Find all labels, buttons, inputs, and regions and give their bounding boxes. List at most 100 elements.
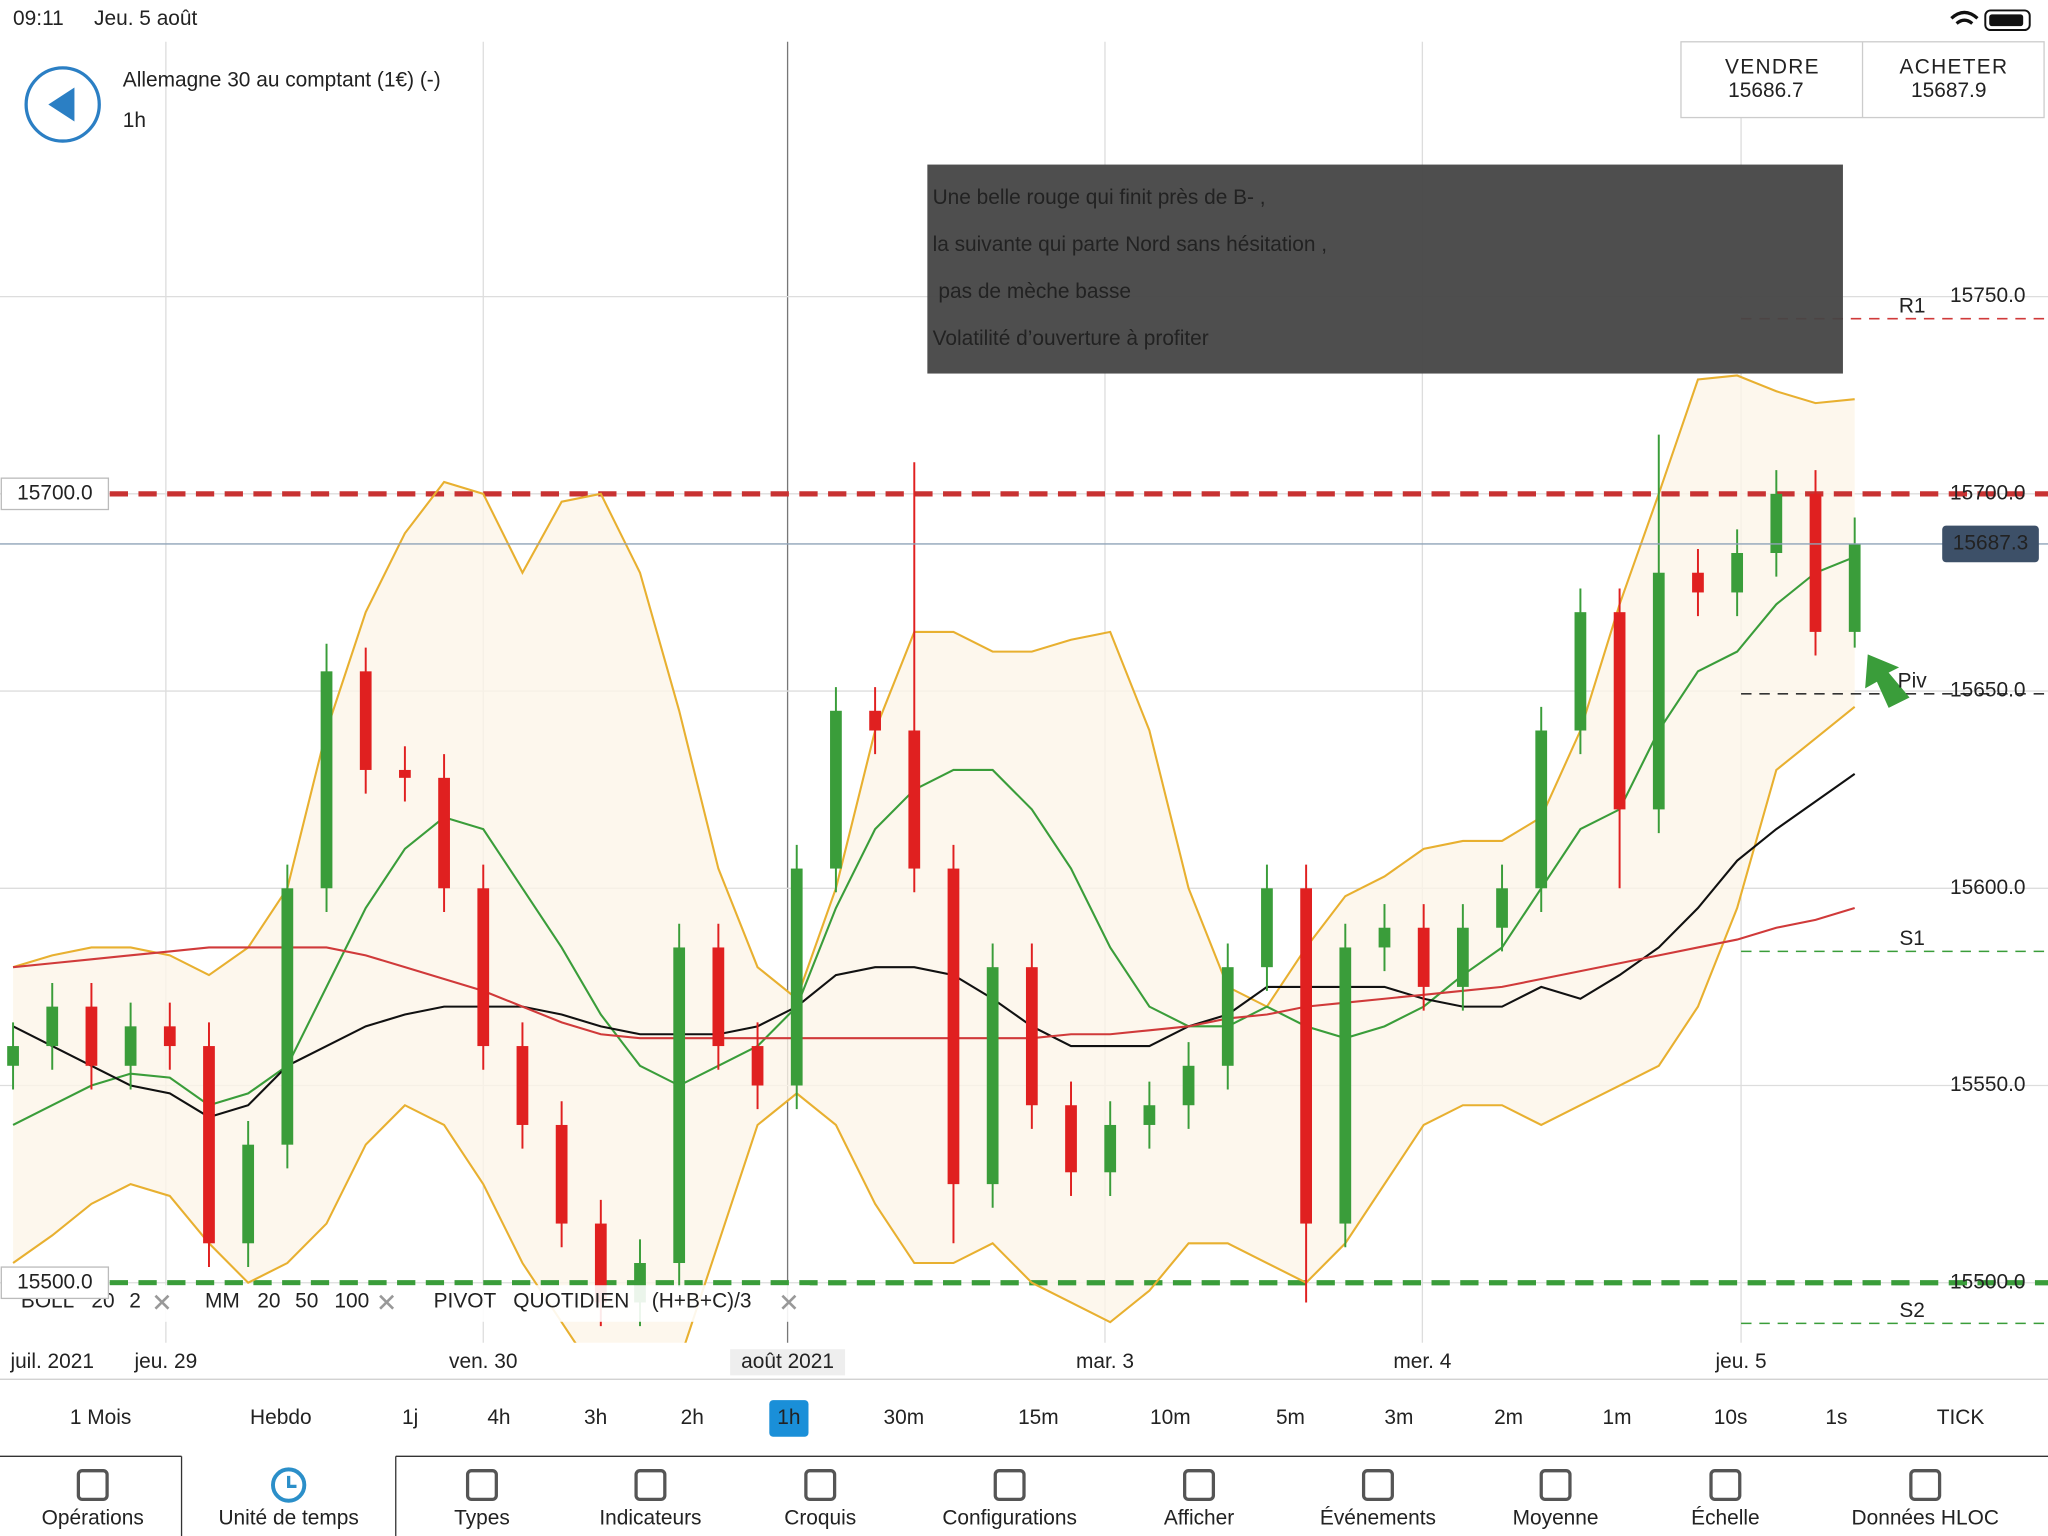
tab-label[interactable]: Afficher	[1164, 1507, 1234, 1530]
tab-icon	[993, 1469, 1026, 1502]
tab-icon	[287, 1475, 297, 1488]
last-price-tag	[1942, 525, 2039, 563]
x-tick-label: août 2021	[741, 1350, 834, 1373]
timeframe-option[interactable]: Hebdo	[250, 1406, 312, 1429]
tab-label[interactable]: Indicateurs	[599, 1507, 701, 1530]
remove-icon[interactable]	[154, 1294, 170, 1310]
tab-label[interactable]: Croquis	[784, 1507, 856, 1530]
candle-body	[830, 710, 842, 869]
candle-body	[85, 1006, 98, 1066]
tab-label[interactable]: Échelle	[1691, 1507, 1759, 1530]
candle-body	[1025, 967, 1038, 1106]
buy-label[interactable]: ACHETER	[1900, 55, 2009, 78]
y-tick-label: 15750.0	[1950, 284, 2025, 307]
x-tick-label: jeu. 5	[1715, 1350, 1767, 1373]
indicator-line	[12, 374, 1855, 1008]
legend-mm-period: 50	[295, 1290, 318, 1313]
candle-body	[1182, 1065, 1195, 1106]
x-tick-label: ven. 30	[449, 1350, 517, 1373]
x-tick-label: jeu. 29	[134, 1350, 198, 1373]
annotation-line: pas de mèche basse	[933, 280, 1131, 303]
pivot-label: Piv	[1898, 670, 1928, 693]
legend-mm-period: 20	[257, 1290, 280, 1313]
annotation-line: la suivante qui parte Nord sans hésitati…	[933, 233, 1328, 256]
timeframe-option[interactable]: 1s	[1825, 1406, 1847, 1429]
legend-pivot: PIVOT	[434, 1290, 497, 1313]
x-tick-label: mar. 3	[1076, 1350, 1134, 1373]
legend-pivot-type: QUOTIDIEN	[513, 1290, 629, 1313]
indicator-line	[12, 555, 1856, 1126]
candle-body	[1300, 888, 1312, 1224]
candle-body	[673, 947, 686, 1264]
tab-label[interactable]: Unité de temps	[218, 1507, 358, 1530]
candle-body	[1613, 612, 1626, 810]
timeframe-option[interactable]: TICK	[1937, 1406, 1985, 1429]
pivot-label: R1	[1899, 294, 1926, 317]
pivot-label: S2	[1899, 1299, 1925, 1322]
price-line-label: 15700.0	[17, 481, 92, 504]
candle-body	[477, 888, 490, 1047]
x-tick-label: juil. 2021	[9, 1350, 94, 1373]
remove-icon[interactable]	[379, 1294, 395, 1310]
candle-body	[124, 1026, 137, 1066]
y-tick-label: 15600.0	[1950, 876, 2025, 899]
candle-body	[634, 1263, 646, 1303]
candle-body	[1417, 927, 1430, 987]
tab-icon	[271, 1467, 307, 1503]
remove-icon[interactable]	[781, 1294, 797, 1310]
timeframe-option[interactable]: 3m	[1384, 1406, 1413, 1429]
candle-body	[242, 1144, 255, 1244]
status-time: 09:11	[13, 7, 64, 30]
candle-body	[1848, 543, 1861, 632]
overlay-layer: 09:11 Jeu. 5 août Allemagne 30 au compta…	[0, 7, 2048, 1536]
bollinger-fill	[13, 375, 1855, 1343]
x-tick-highlight	[730, 1349, 846, 1376]
candle-body	[986, 967, 999, 1185]
candle-body	[594, 1223, 607, 1303]
indicator-line	[12, 706, 1856, 1343]
timeframe-option[interactable]: 1j	[402, 1406, 418, 1429]
tab-label[interactable]: Événements	[1320, 1507, 1436, 1530]
timeframe-option[interactable]: 1m	[1602, 1406, 1631, 1429]
tab-icon	[1183, 1469, 1216, 1502]
time-axis-band	[0, 1345, 2048, 1380]
timeframe-option[interactable]: 4h	[487, 1406, 510, 1429]
tab-label[interactable]: Types	[454, 1507, 510, 1530]
battery-icon	[1984, 9, 2031, 32]
timeframe-option[interactable]: 10s	[1714, 1406, 1748, 1429]
timeframe-option[interactable]: 2h	[681, 1406, 704, 1429]
candle-body	[320, 671, 333, 889]
indicator-line	[12, 907, 1855, 1040]
tab-icon	[804, 1469, 837, 1502]
timeframe-option[interactable]: 15m	[1018, 1406, 1059, 1429]
candle-body	[1143, 1105, 1156, 1125]
tab-icon	[634, 1469, 667, 1502]
candle-body	[555, 1124, 568, 1224]
instrument-name: Allemagne 30 au comptant (1€) (-)	[123, 68, 441, 91]
tab-icon	[1709, 1469, 1742, 1502]
timeframe-option[interactable]: 10m	[1150, 1406, 1191, 1429]
timeframe-option[interactable]: 1 Mois	[70, 1406, 131, 1429]
candle-body	[869, 710, 881, 731]
tab-label[interactable]: Moyenne	[1513, 1507, 1599, 1530]
timeframe-option[interactable]: 1h	[777, 1406, 800, 1429]
timeframe-option[interactable]: 5m	[1276, 1406, 1305, 1429]
timeframe-option[interactable]: 3h	[584, 1406, 607, 1429]
timeframe-option[interactable]: 30m	[884, 1406, 925, 1429]
candle-body	[1770, 493, 1783, 554]
plot-layer	[0, 317, 2048, 1343]
tab-label[interactable]: Données HLOC	[1852, 1507, 1999, 1530]
tab-icon	[76, 1469, 109, 1502]
candle-body	[281, 888, 294, 1145]
sell-label[interactable]: VENDRE	[1725, 55, 1820, 78]
timeframe-option[interactable]: 2m	[1494, 1406, 1523, 1429]
legend-bar	[0, 1285, 810, 1322]
tab-label[interactable]: Opérations	[42, 1507, 144, 1530]
candle-body	[947, 868, 960, 1185]
y-tick-label: 15550.0	[1950, 1073, 2025, 1096]
tab-label[interactable]: Configurations	[942, 1507, 1077, 1530]
price-line-tag	[0, 1266, 110, 1300]
candle-body	[1809, 493, 1822, 632]
candle-body	[908, 730, 921, 869]
